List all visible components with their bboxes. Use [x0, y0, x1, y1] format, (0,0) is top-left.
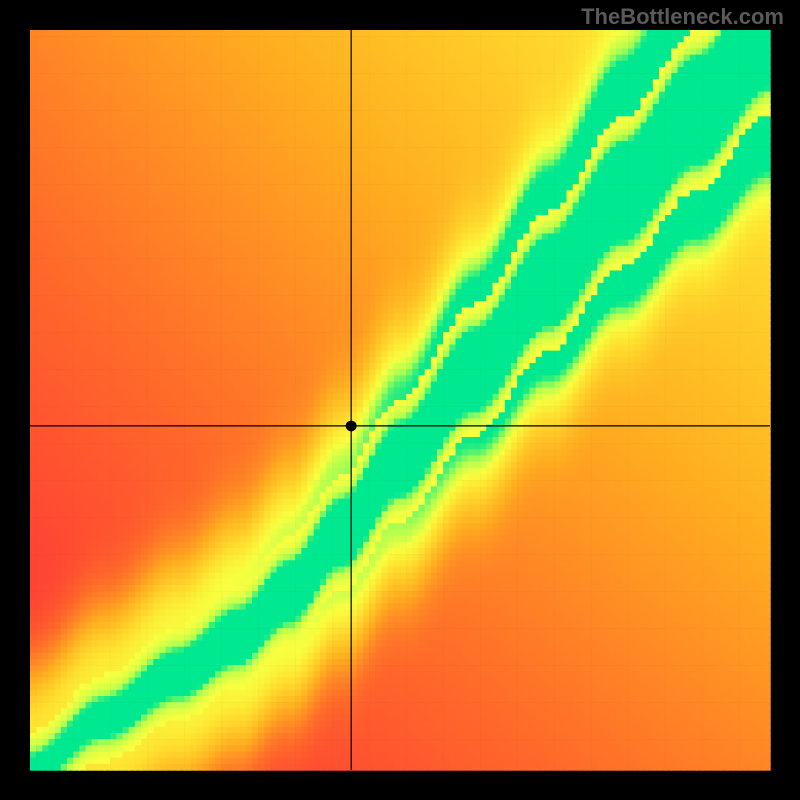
- watermark-text: TheBottleneck.com: [581, 4, 784, 30]
- chart-container: TheBottleneck.com: [0, 0, 800, 800]
- bottleneck-heatmap: [0, 0, 800, 800]
